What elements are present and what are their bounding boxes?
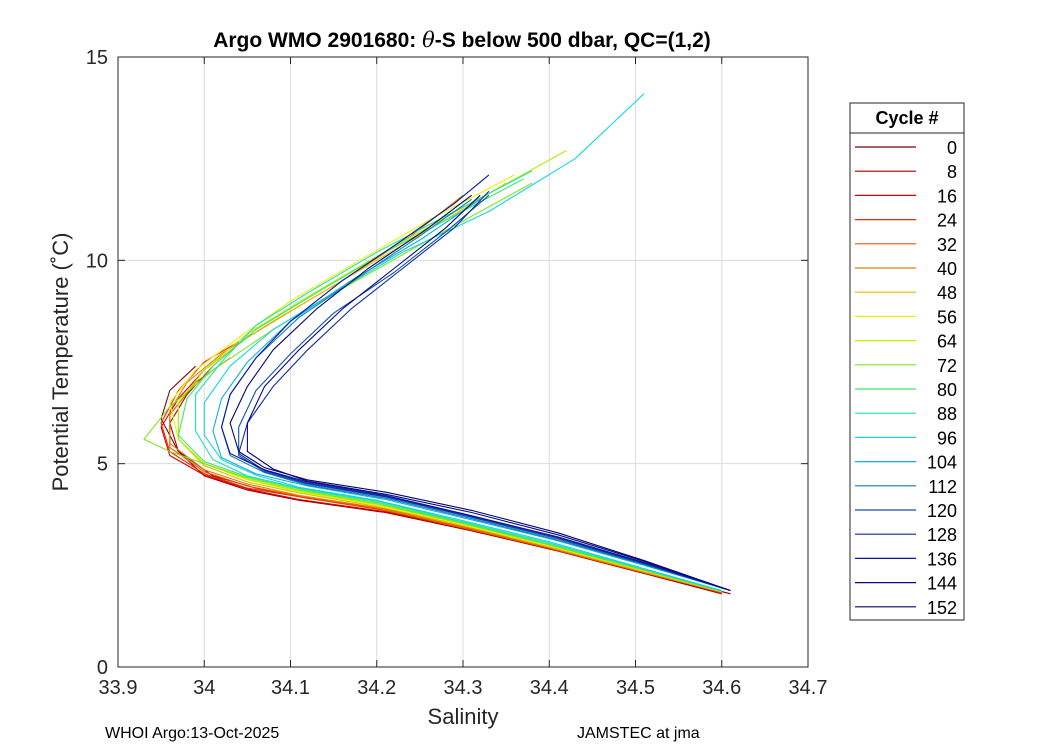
series-line-1	[169, 365, 722, 595]
legend-label: 136	[927, 549, 957, 569]
x-tick-label: 34.3	[444, 677, 483, 699]
x-axis-label: Salinity	[428, 704, 499, 729]
legend-label: 128	[927, 525, 957, 545]
x-tick-label: 34.1	[271, 677, 310, 699]
y-axis-label: Potential Temperature (˚C)	[48, 233, 73, 492]
x-tick-label: 34.7	[789, 677, 828, 699]
footer-left: WHOI Argo:13-Oct-2025	[105, 725, 280, 742]
x-tick-label: 34.2	[357, 677, 396, 699]
legend-label: 16	[937, 186, 957, 206]
x-tick-label: 33.9	[99, 677, 138, 699]
axis-ticks: 33.9 34 34.1 34.2 34.3 34.4 34.5 34.6 34.7 0 5 10 15	[86, 47, 828, 699]
legend-label: 112	[928, 477, 957, 497]
x-tick-label: 34.6	[702, 677, 741, 699]
series-line-13	[212, 198, 731, 592]
legend-label: 80	[937, 380, 957, 400]
legend-label: 88	[937, 404, 957, 424]
legend-title: Cycle #	[875, 108, 938, 128]
legend-label: 48	[937, 283, 957, 303]
legend-label: 144	[927, 574, 957, 594]
legend-label: 56	[937, 307, 957, 327]
x-tick-label: 34.5	[616, 677, 655, 699]
y-tick-label: 10	[86, 250, 108, 272]
x-tick-label: 34	[193, 677, 215, 699]
legend-label: 8	[947, 162, 957, 182]
series-line-19	[229, 194, 731, 592]
legend-label: 24	[937, 211, 957, 231]
series-line-17	[220, 174, 731, 592]
legend-label: 152	[927, 598, 957, 618]
series-layer	[143, 93, 731, 595]
legend: Cycle # 0 8 16 24 32 40 48 56 64 72 80 88 96 104 112 12…	[849, 102, 965, 621]
chart-title: Argo WMO 2901680: θ-S below 500 dbar, QC…	[213, 28, 711, 52]
footer-right: JAMSTEC at jma	[577, 725, 700, 742]
legend-label: 72	[937, 356, 957, 376]
legend-label: 40	[937, 259, 957, 279]
series-line-11	[195, 170, 722, 592]
y-tick-label: 15	[86, 47, 108, 69]
legend-label: 96	[937, 428, 957, 448]
series-line-15	[238, 194, 731, 592]
legend-label: 104	[927, 453, 957, 473]
y-tick-label: 0	[97, 657, 108, 679]
series-line-18	[246, 194, 731, 592]
legend-label: 32	[937, 235, 957, 255]
series-line-4	[169, 357, 722, 593]
series-line-14	[220, 198, 731, 592]
legend-label: 64	[937, 332, 957, 352]
series-line-10	[177, 178, 722, 592]
legend-label: 0	[947, 138, 957, 158]
grid-lines	[118, 57, 808, 667]
series-line-16	[238, 190, 731, 592]
legend-label: 120	[927, 501, 957, 521]
legend-items: 0 8 16 24 32 40 48 56 64 72 80 88 96 104 112 120 128 136 1…	[855, 138, 957, 618]
y-tick-label: 5	[97, 454, 108, 476]
x-tick-label: 34.4	[530, 677, 569, 699]
